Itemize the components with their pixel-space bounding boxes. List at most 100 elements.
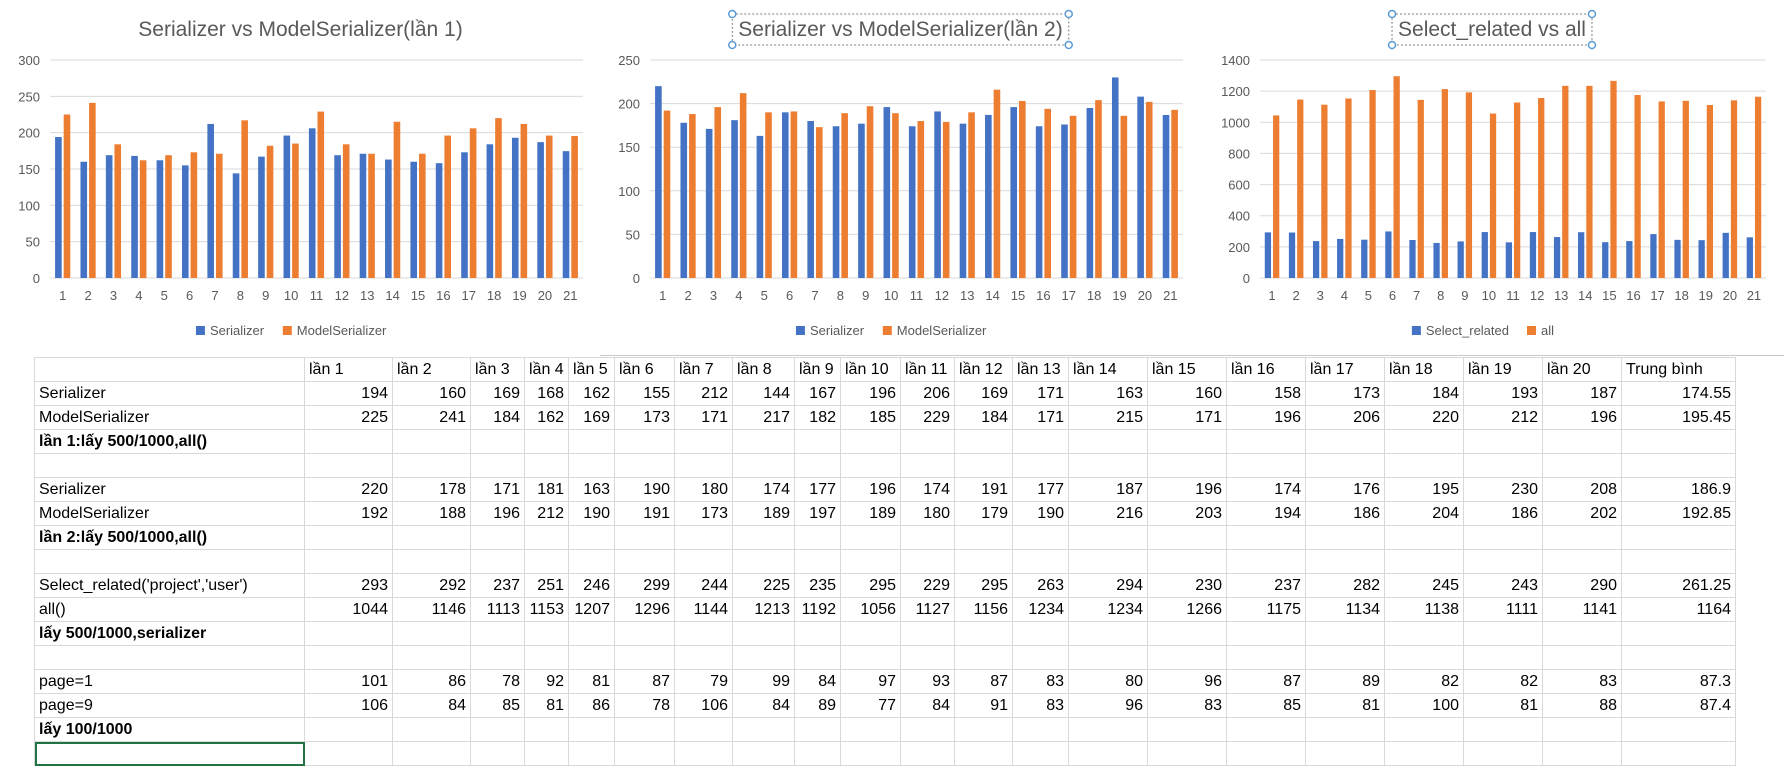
data-cell[interactable] [1147, 645, 1227, 670]
data-cell[interactable] [1542, 453, 1622, 478]
data-cell[interactable] [840, 645, 901, 670]
data-cell[interactable]: 184 [470, 405, 525, 430]
bar-serializer[interactable] [934, 111, 941, 278]
data-cell[interactable]: 190 [568, 501, 615, 526]
data-cell[interactable]: 203 [1147, 501, 1227, 526]
data-cell[interactable]: 171 [1012, 381, 1069, 406]
data-cell[interactable]: 91 [954, 693, 1013, 718]
row-label-cell[interactable]: page=9 [34, 693, 305, 718]
data-cell[interactable] [1226, 717, 1306, 742]
data-cell[interactable]: 176 [1305, 477, 1385, 502]
data-cell[interactable] [954, 549, 1013, 574]
data-cell[interactable] [524, 525, 569, 550]
data-cell[interactable] [1305, 621, 1385, 646]
data-cell[interactable] [1012, 525, 1069, 550]
header-cell[interactable]: lần 12 [954, 357, 1013, 382]
data-cell[interactable] [954, 621, 1013, 646]
data-cell[interactable] [1012, 549, 1069, 574]
data-cell[interactable]: 229 [900, 573, 955, 598]
bar-all[interactable] [1754, 96, 1762, 279]
data-cell[interactable] [568, 717, 615, 742]
bar-modelserializer[interactable] [1019, 100, 1026, 278]
bar-all[interactable] [1730, 100, 1738, 278]
data-cell[interactable]: 177 [794, 477, 841, 502]
data-cell[interactable] [1305, 741, 1385, 766]
data-cell[interactable] [900, 453, 955, 478]
data-cell[interactable] [1463, 741, 1543, 766]
data-cell[interactable]: 196 [840, 381, 901, 406]
header-cell[interactable]: lần 16 [1226, 357, 1306, 382]
bar-modelserializer[interactable] [815, 127, 823, 278]
data-cell[interactable]: 212 [1463, 405, 1543, 430]
bar-serializer[interactable] [985, 114, 992, 278]
data-cell[interactable] [794, 429, 841, 454]
data-cell[interactable]: 155 [614, 381, 675, 406]
data-cell[interactable] [900, 549, 955, 574]
data-cell[interactable] [794, 621, 841, 646]
data-cell[interactable] [1012, 429, 1069, 454]
data-cell[interactable]: 106 [674, 693, 733, 718]
data-cell[interactable] [392, 525, 471, 550]
data-cell[interactable]: 185 [840, 405, 901, 430]
data-cell[interactable]: 87 [1226, 669, 1306, 694]
bar-select-related[interactable] [1674, 239, 1681, 278]
bar-modelserializer[interactable] [866, 106, 874, 278]
bar-all[interactable] [1393, 76, 1400, 279]
data-cell[interactable]: 220 [304, 477, 393, 502]
data-cell[interactable] [1621, 549, 1736, 574]
bar-serializer[interactable] [1061, 124, 1068, 278]
data-cell[interactable] [392, 549, 471, 574]
bar-all[interactable] [1586, 85, 1593, 278]
data-cell[interactable] [1621, 429, 1736, 454]
data-cell[interactable]: 97 [840, 669, 901, 694]
data-cell[interactable] [470, 645, 525, 670]
bar-modelserializer[interactable] [841, 113, 848, 278]
data-cell[interactable]: 162 [568, 381, 615, 406]
data-cell[interactable] [1147, 621, 1227, 646]
resize-handle[interactable] [1587, 9, 1597, 19]
data-cell[interactable]: 299 [614, 573, 675, 598]
row-label-cell[interactable]: all() [34, 597, 305, 622]
data-cell[interactable]: 174 [1226, 477, 1306, 502]
bar-all[interactable] [1273, 115, 1280, 278]
bar-serializer[interactable] [308, 128, 316, 278]
data-cell[interactable] [1226, 645, 1306, 670]
bar-modelserializer[interactable] [419, 153, 426, 278]
data-cell[interactable] [392, 645, 471, 670]
data-cell[interactable]: 182 [794, 405, 841, 430]
data-cell[interactable] [568, 741, 615, 766]
data-cell[interactable]: 293 [304, 573, 393, 598]
bar-modelserializer[interactable] [469, 128, 477, 278]
data-cell[interactable] [794, 717, 841, 742]
bar-modelserializer[interactable] [1120, 115, 1128, 278]
data-cell[interactable] [568, 549, 615, 574]
bar-serializer[interactable] [334, 155, 341, 278]
data-cell[interactable]: 189 [840, 501, 901, 526]
bar-serializer[interactable] [807, 121, 814, 278]
bar-select-related[interactable] [1602, 242, 1609, 278]
data-cell[interactable]: 167 [794, 381, 841, 406]
row-label-cell[interactable]: Serializer [34, 477, 305, 502]
bar-serializer[interactable] [232, 173, 240, 278]
data-cell[interactable] [1542, 549, 1622, 574]
data-cell[interactable]: 179 [954, 501, 1013, 526]
data-cell[interactable] [1384, 645, 1464, 670]
bar-all[interactable] [1489, 113, 1497, 279]
data-cell[interactable] [674, 549, 733, 574]
data-cell[interactable] [392, 741, 471, 766]
data-cell[interactable]: 162 [524, 405, 569, 430]
data-cell[interactable]: 89 [1305, 669, 1385, 694]
bar-serializer[interactable] [562, 151, 570, 278]
header-cell[interactable]: lần 2 [392, 357, 471, 382]
data-cell[interactable] [614, 453, 675, 478]
bar-serializer[interactable] [1111, 77, 1119, 278]
data-cell[interactable]: 241 [392, 405, 471, 430]
data-cell[interactable] [392, 429, 471, 454]
bar-modelserializer[interactable] [1145, 101, 1153, 278]
data-cell[interactable]: 202 [1542, 501, 1622, 526]
row-label-cell[interactable]: Serializer [34, 381, 305, 406]
bar-serializer[interactable] [1162, 115, 1170, 279]
data-cell[interactable] [524, 429, 569, 454]
data-cell[interactable]: 230 [1463, 477, 1543, 502]
data-cell[interactable] [1226, 741, 1306, 766]
